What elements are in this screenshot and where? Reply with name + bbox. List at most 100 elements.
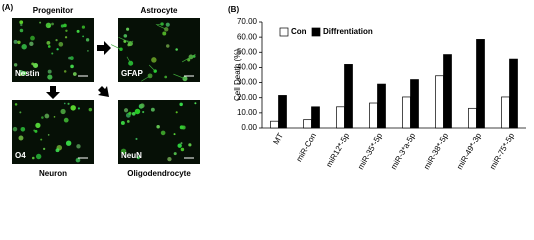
cell	[12, 126, 18, 132]
cell	[166, 44, 170, 48]
cell	[19, 111, 22, 114]
cell	[76, 29, 80, 33]
marker-label: NeuN	[121, 151, 142, 160]
cell	[14, 103, 18, 106]
marker-label: GFAP	[121, 69, 143, 78]
cell	[180, 147, 185, 152]
cell	[41, 116, 44, 119]
cell	[18, 135, 24, 141]
cell	[63, 70, 67, 73]
y-tick-label: 20.00	[237, 93, 258, 102]
cell	[123, 34, 128, 38]
cell	[87, 49, 89, 52]
cell	[173, 133, 176, 136]
image-title: Astrocyte	[141, 6, 178, 15]
process	[188, 53, 196, 61]
micrograph	[12, 100, 94, 164]
x-tick-label: miR-38*-5p	[422, 131, 450, 171]
bar	[435, 75, 444, 129]
cell	[76, 144, 81, 149]
cell	[21, 44, 27, 50]
cell	[151, 57, 157, 63]
cell	[162, 31, 167, 36]
cell	[126, 27, 130, 31]
cell	[64, 36, 68, 39]
x-tick-label: miR-49*-3p	[455, 131, 483, 171]
cell	[85, 38, 90, 42]
cell	[30, 35, 35, 41]
cell	[51, 22, 54, 26]
cell	[120, 120, 125, 125]
bar	[278, 95, 287, 129]
cell	[40, 138, 43, 141]
cell	[63, 117, 69, 123]
cell	[177, 143, 182, 148]
bar	[402, 96, 411, 129]
cell	[75, 157, 81, 163]
cell	[165, 22, 170, 27]
cell	[19, 20, 24, 25]
cell	[20, 126, 26, 132]
y-axis-label: Cell Death (%)	[233, 49, 242, 101]
process	[155, 23, 163, 25]
bar	[410, 79, 419, 129]
arrows	[46, 41, 111, 99]
cell	[175, 48, 178, 51]
x-tick-label: miR12*-5p	[324, 131, 351, 169]
cell	[19, 28, 24, 33]
y-tick-label: 40.00	[237, 63, 258, 72]
marker-label: Nestin	[15, 69, 40, 78]
legend-label: Con	[291, 27, 307, 36]
panel-label: (A)	[2, 3, 13, 12]
cell	[70, 64, 74, 69]
cell	[167, 156, 172, 162]
bar	[344, 64, 353, 129]
x-tick-label: MT	[271, 131, 285, 146]
process	[157, 24, 167, 30]
x-tick-label: miR-75*-5p	[488, 131, 516, 171]
cell	[51, 52, 54, 55]
cell	[180, 142, 183, 145]
cell	[31, 62, 35, 66]
micrograph	[118, 18, 200, 82]
cell	[56, 48, 59, 51]
bar	[377, 83, 386, 129]
cell	[63, 102, 66, 105]
legend-swatch	[279, 27, 289, 37]
cell	[134, 108, 141, 115]
bar	[336, 106, 345, 129]
process	[141, 75, 151, 82]
y-tick-label: 70.00	[237, 17, 258, 26]
bar	[369, 102, 378, 129]
cell	[160, 130, 166, 136]
cell	[13, 63, 18, 67]
legend-swatch	[311, 27, 321, 37]
cell	[47, 45, 51, 48]
cell	[46, 40, 51, 45]
bar	[501, 96, 510, 129]
cell	[20, 23, 23, 27]
cell	[22, 71, 27, 76]
bar	[270, 120, 279, 129]
bar	[476, 39, 485, 129]
process	[148, 64, 156, 72]
cell	[150, 107, 155, 112]
cell	[44, 113, 50, 119]
bar	[311, 106, 320, 129]
cell	[120, 148, 127, 155]
cell	[147, 73, 153, 79]
y-tick-label: 50.00	[237, 47, 258, 56]
y-tick-label: 0.00	[241, 123, 257, 132]
cell	[55, 39, 58, 42]
cell	[63, 23, 67, 28]
y-tick-label: 60.00	[237, 32, 258, 41]
cell	[35, 122, 41, 129]
cell	[131, 111, 136, 116]
cell	[60, 24, 65, 28]
x-tick-label: miR-Con	[294, 132, 318, 164]
x-tick-label: miR-35*-5p	[356, 131, 384, 171]
cell	[77, 107, 80, 110]
cell	[60, 108, 66, 115]
cell	[43, 147, 46, 151]
cell	[65, 29, 68, 32]
